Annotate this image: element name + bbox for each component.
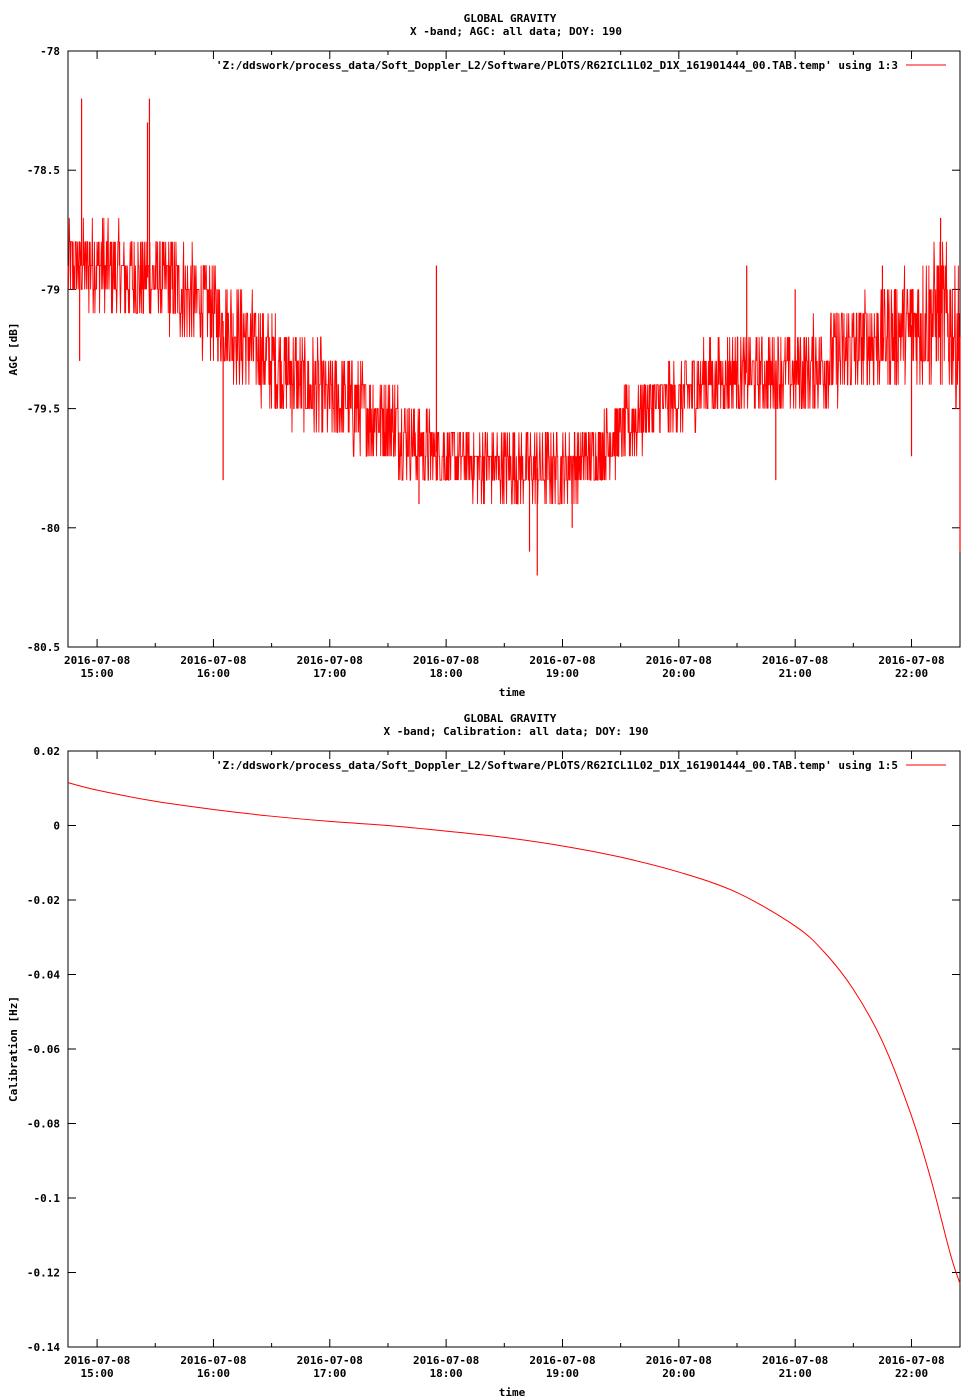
chart-subtitle: X -band; Calibration: all data; DOY: 190 — [384, 725, 649, 738]
x-tick-time: 20:00 — [662, 1367, 695, 1380]
x-tick-time: 22:00 — [895, 667, 928, 680]
x-tick-date: 2016-07-08 — [64, 1354, 130, 1367]
x-tick-date: 2016-07-08 — [180, 654, 246, 667]
y-tick-label: -78 — [40, 45, 60, 58]
y-tick-label: -78.5 — [27, 164, 60, 177]
x-axis-label: time — [499, 686, 526, 699]
agc-series-line — [67, 217, 961, 505]
legend-entry: 'Z:/ddswork/process_data/Soft_Doppler_L2… — [216, 59, 898, 72]
x-tick-date: 2016-07-08 — [646, 1354, 712, 1367]
x-tick-time: 15:00 — [81, 667, 114, 680]
x-tick-time: 19:00 — [546, 667, 579, 680]
legend-entry: 'Z:/ddswork/process_data/Soft_Doppler_L2… — [216, 759, 898, 772]
x-tick-date: 2016-07-08 — [413, 654, 479, 667]
plot-frame — [67, 50, 961, 648]
x-tick-time: 15:00 — [81, 1367, 114, 1380]
x-tick-date: 2016-07-08 — [878, 1354, 944, 1367]
x-tick-time: 21:00 — [779, 1367, 812, 1380]
y-axis-label: Calibration [Hz] — [7, 996, 20, 1102]
x-tick-date: 2016-07-08 — [529, 654, 595, 667]
x-tick-date: 2016-07-08 — [64, 654, 130, 667]
x-tick-date: 2016-07-08 — [762, 654, 828, 667]
x-tick-date: 2016-07-08 — [297, 654, 363, 667]
chart-title: GLOBAL GRAVITY — [464, 712, 557, 725]
y-tick-label: 0 — [53, 820, 60, 833]
y-tick-label: -0.14 — [27, 1341, 60, 1354]
x-tick-time: 18:00 — [430, 667, 463, 680]
x-axis-label: time — [499, 1386, 526, 1399]
x-tick-time: 18:00 — [430, 1367, 463, 1380]
x-tick-time: 22:00 — [895, 1367, 928, 1380]
x-tick-date: 2016-07-08 — [646, 654, 712, 667]
y-tick-label: -80 — [40, 522, 60, 535]
x-tick-date: 2016-07-08 — [529, 1354, 595, 1367]
chart-subtitle: X -band; AGC: all data; DOY: 190 — [410, 25, 622, 38]
plot-frame — [67, 750, 961, 1348]
y-tick-label: -79 — [40, 283, 60, 296]
x-tick-time: 16:00 — [197, 667, 230, 680]
y-tick-label: -79.5 — [27, 403, 60, 416]
y-tick-label: -0.04 — [27, 969, 60, 982]
x-tick-date: 2016-07-08 — [878, 654, 944, 667]
x-tick-date: 2016-07-08 — [413, 1354, 479, 1367]
y-tick-label: -0.02 — [27, 894, 60, 907]
chart-title: GLOBAL GRAVITY — [464, 12, 557, 25]
x-tick-date: 2016-07-08 — [180, 1354, 246, 1367]
x-tick-time: 16:00 — [197, 1367, 230, 1380]
y-tick-label: -80.5 — [27, 641, 60, 654]
x-tick-time: 20:00 — [662, 667, 695, 680]
y-tick-label: -0.1 — [34, 1192, 61, 1205]
y-tick-label: 0.02 — [34, 745, 61, 758]
y-axis-label: AGC [dB] — [7, 323, 20, 376]
x-tick-time: 21:00 — [779, 667, 812, 680]
calibration-series-line — [67, 782, 961, 1284]
y-tick-label: -0.12 — [27, 1267, 60, 1280]
x-tick-date: 2016-07-08 — [297, 1354, 363, 1367]
x-tick-time: 19:00 — [546, 1367, 579, 1380]
x-tick-date: 2016-07-08 — [762, 1354, 828, 1367]
y-tick-label: -0.06 — [27, 1043, 60, 1056]
x-tick-time: 17:00 — [313, 667, 346, 680]
x-tick-time: 17:00 — [313, 1367, 346, 1380]
y-tick-label: -0.08 — [27, 1118, 60, 1131]
